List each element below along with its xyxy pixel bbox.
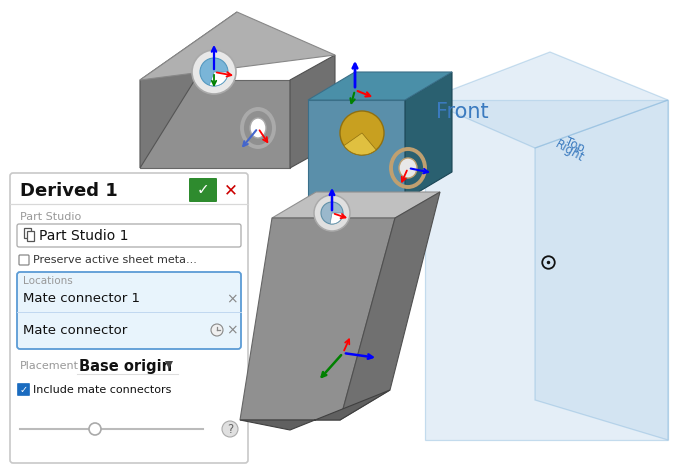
- Polygon shape: [140, 12, 237, 168]
- Text: Locations: Locations: [23, 276, 72, 286]
- Text: Placement: Placement: [20, 361, 79, 371]
- Circle shape: [211, 324, 223, 336]
- Polygon shape: [140, 80, 290, 168]
- Text: Mate connector 1: Mate connector 1: [23, 293, 140, 305]
- Circle shape: [192, 50, 236, 94]
- Text: ×: ×: [227, 292, 238, 306]
- FancyBboxPatch shape: [189, 178, 217, 202]
- Polygon shape: [425, 100, 668, 440]
- Polygon shape: [405, 72, 452, 200]
- Polygon shape: [240, 390, 390, 430]
- FancyBboxPatch shape: [17, 383, 29, 396]
- FancyBboxPatch shape: [17, 272, 241, 349]
- Polygon shape: [290, 55, 335, 168]
- Polygon shape: [165, 361, 173, 369]
- Circle shape: [200, 58, 228, 86]
- Polygon shape: [425, 52, 668, 148]
- Polygon shape: [308, 100, 405, 200]
- Polygon shape: [535, 100, 668, 440]
- FancyBboxPatch shape: [19, 255, 29, 265]
- Text: ✓: ✓: [197, 182, 209, 198]
- FancyBboxPatch shape: [10, 173, 248, 463]
- Text: Preserve active sheet meta...: Preserve active sheet meta...: [33, 255, 197, 265]
- FancyBboxPatch shape: [17, 224, 241, 247]
- Text: Part Studio: Part Studio: [20, 212, 82, 222]
- Wedge shape: [344, 133, 376, 155]
- Text: ✕: ✕: [224, 181, 238, 199]
- Circle shape: [314, 195, 350, 231]
- Text: Base origin: Base origin: [79, 359, 172, 373]
- Text: Top: Top: [563, 135, 586, 155]
- Text: Front: Front: [436, 102, 489, 122]
- Text: Part Studio 1: Part Studio 1: [39, 229, 128, 243]
- Text: Right: Right: [553, 138, 587, 165]
- Text: ✓: ✓: [20, 384, 28, 395]
- Ellipse shape: [250, 118, 266, 138]
- Circle shape: [222, 421, 238, 437]
- Text: ×: ×: [227, 323, 238, 337]
- Polygon shape: [240, 218, 395, 420]
- Text: Include mate connectors: Include mate connectors: [33, 385, 171, 395]
- Circle shape: [321, 202, 343, 224]
- Ellipse shape: [399, 158, 417, 178]
- Polygon shape: [272, 192, 440, 218]
- Wedge shape: [209, 72, 228, 86]
- Text: Mate connector: Mate connector: [23, 323, 128, 336]
- Polygon shape: [308, 72, 452, 100]
- FancyBboxPatch shape: [24, 228, 31, 238]
- Circle shape: [89, 423, 101, 435]
- Wedge shape: [330, 213, 343, 224]
- Text: ?: ?: [227, 423, 233, 436]
- Text: Derived 1: Derived 1: [20, 182, 118, 200]
- Circle shape: [340, 111, 384, 155]
- Polygon shape: [140, 12, 335, 80]
- Polygon shape: [340, 192, 440, 420]
- FancyBboxPatch shape: [27, 231, 34, 241]
